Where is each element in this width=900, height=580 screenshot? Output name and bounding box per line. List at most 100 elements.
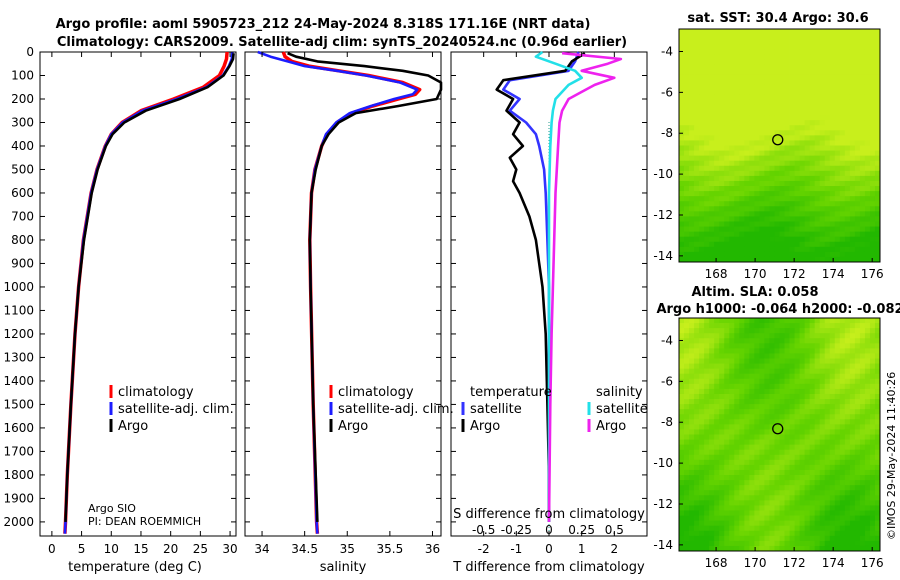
map-cell (744, 231, 750, 238)
map-cell (704, 44, 710, 50)
map-cell (714, 160, 720, 167)
map-cell (724, 191, 730, 197)
map-cell (819, 545, 826, 552)
map-cell (689, 155, 695, 162)
map-cell (819, 318, 826, 324)
map-cell (714, 353, 720, 359)
map-cell (809, 333, 816, 339)
map-cell (819, 348, 826, 354)
map-cell (864, 378, 871, 385)
map-cell (869, 429, 876, 435)
map-cell (799, 236, 806, 243)
map-cell (784, 84, 790, 91)
map-cell (809, 480, 816, 486)
map-cell (679, 160, 685, 167)
map-cell (714, 535, 720, 542)
map-cell (829, 221, 836, 227)
map-cell (684, 464, 690, 471)
map-cell (859, 383, 866, 390)
map-cell (709, 140, 715, 146)
map-cell (834, 74, 841, 81)
map-cell (714, 434, 720, 440)
map-cell (829, 454, 836, 461)
map-cell (764, 429, 770, 435)
map-cell (859, 454, 866, 461)
map-cell (679, 115, 685, 121)
map-cell (834, 99, 841, 106)
map-cell (839, 74, 846, 81)
map-cell (769, 323, 775, 329)
map-cell (679, 500, 685, 506)
map-cell (839, 180, 846, 187)
map-cell (809, 510, 816, 516)
map-cell (799, 69, 806, 75)
map-cell (729, 475, 735, 481)
map-cell (714, 328, 720, 334)
map-cell (754, 135, 760, 141)
map-cell (779, 439, 785, 446)
map-cell (829, 373, 836, 380)
pi-institution: Argo SIO (88, 502, 136, 515)
map-cell (734, 510, 740, 516)
map-cell (814, 191, 821, 197)
map-cell (784, 404, 790, 410)
map-cell (789, 221, 795, 227)
map-cell (824, 175, 831, 182)
map-cell (794, 378, 801, 385)
map-cell (814, 429, 821, 435)
map-cell (749, 231, 755, 238)
map-cell (739, 99, 745, 106)
map-cell (769, 191, 775, 197)
map-cell (834, 231, 841, 238)
map-cell (829, 449, 836, 456)
map-cell (679, 439, 685, 446)
map-cell (809, 211, 816, 217)
map-cell (764, 495, 770, 501)
map-cell (784, 74, 790, 81)
map-cell (699, 388, 705, 395)
map-cell (839, 211, 846, 217)
map-cell (834, 54, 841, 60)
map-cell (844, 490, 851, 496)
map-cell (804, 540, 811, 547)
map-cell (864, 500, 871, 506)
map-cell (834, 69, 841, 75)
map-cell (804, 94, 811, 101)
x-tick-label: 34 (254, 542, 269, 556)
map-cell (819, 328, 826, 334)
map-cell (819, 383, 826, 390)
map-cell (719, 236, 725, 243)
map-cell (839, 505, 846, 511)
map-cell (809, 59, 816, 65)
map-cell (689, 333, 695, 339)
map-cell (729, 393, 735, 400)
map-cell (744, 160, 750, 167)
map-cell (774, 206, 780, 212)
map-cell (779, 115, 785, 121)
map-cell (724, 328, 730, 334)
map-cell (849, 231, 856, 238)
map-cell (784, 449, 790, 456)
map-cell (874, 226, 881, 233)
map-cell (729, 459, 735, 466)
map-cell (734, 231, 740, 238)
map-cell (704, 434, 710, 440)
map-cell (729, 99, 735, 106)
map-cell (689, 469, 695, 476)
map-cell (679, 64, 685, 70)
map-cell (849, 89, 856, 96)
map-cell (709, 110, 715, 116)
map-cell (819, 490, 826, 496)
map-cell (829, 318, 836, 324)
map-cell (744, 39, 750, 45)
map-cell (684, 485, 690, 491)
map-cell (769, 510, 775, 516)
map-cell (794, 246, 801, 253)
map-cell (859, 125, 866, 131)
map-cell (814, 64, 821, 70)
map-cell (844, 206, 851, 212)
map-cell (839, 500, 846, 506)
map-cell (854, 419, 861, 425)
map-cell (819, 333, 826, 339)
map-cell (859, 378, 866, 385)
